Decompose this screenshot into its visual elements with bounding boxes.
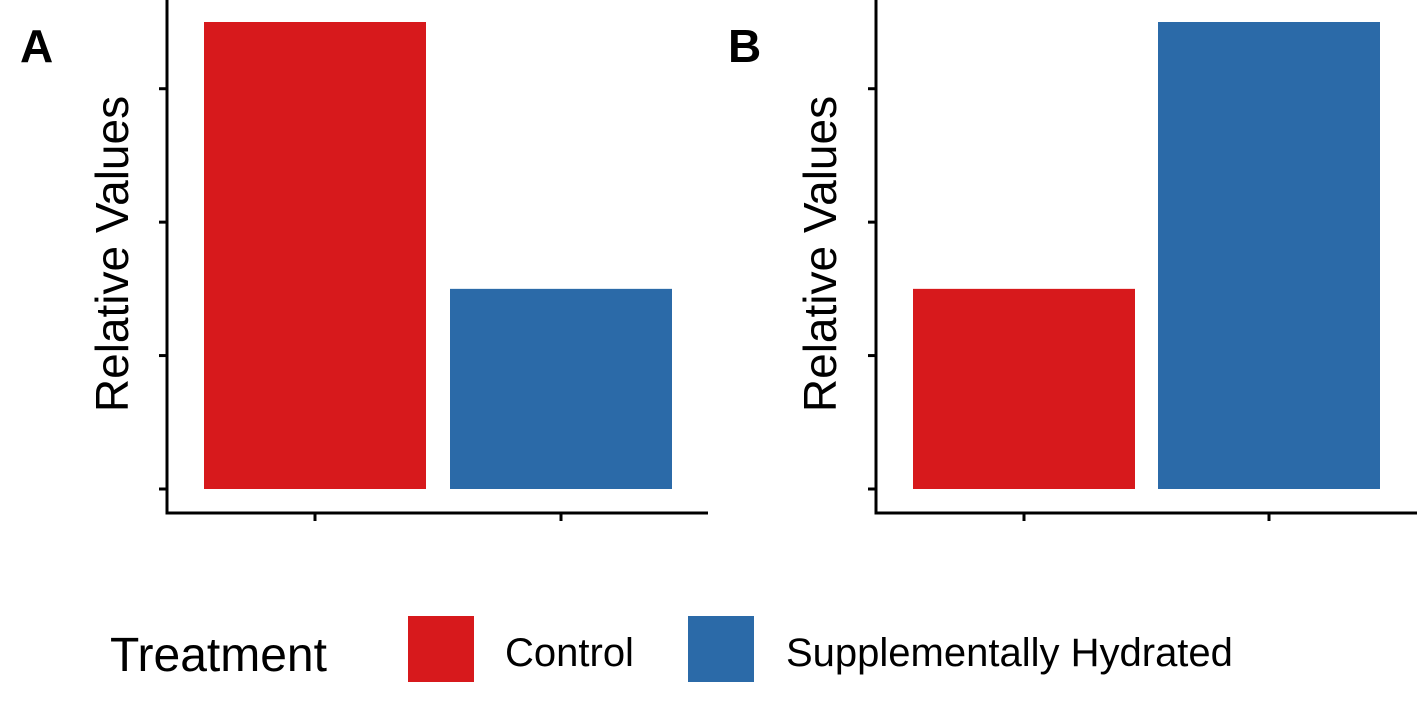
panel-b-bar-supplementally-hydrated	[1158, 22, 1380, 489]
legend: Treatment Control Supplementally Hydrate…	[110, 616, 1233, 682]
panel-a-y-ticks	[159, 87, 167, 491]
panel-a: A Relative Values	[20, 0, 708, 521]
panel-b-y-axis-title: Relative Values	[794, 96, 846, 412]
legend-title: Treatment	[110, 629, 327, 682]
legend-label-control: Control	[505, 631, 634, 675]
panel-a-bar-supplementally-hydrated	[450, 288, 672, 489]
legend-label-supplementally-hydrated: Supplementally Hydrated	[786, 631, 1233, 675]
panel-b-bars	[913, 22, 1380, 489]
panel-a-y-axis-title: Relative Values	[86, 96, 138, 412]
panel-a-bar-control	[204, 22, 426, 489]
panel-a-x-ticks	[313, 513, 563, 521]
legend-key-control	[408, 616, 474, 682]
panel-b-letter: B	[728, 20, 761, 72]
panel-a-bars	[204, 22, 672, 489]
panel-b: B Relative Values	[728, 0, 1417, 521]
panel-b-y-ticks	[868, 87, 876, 491]
panel-a-letter: A	[20, 20, 53, 72]
panel-b-x-ticks	[1022, 513, 1271, 521]
panel-b-bar-control	[913, 288, 1135, 489]
legend-key-supplementally-hydrated	[688, 616, 754, 682]
